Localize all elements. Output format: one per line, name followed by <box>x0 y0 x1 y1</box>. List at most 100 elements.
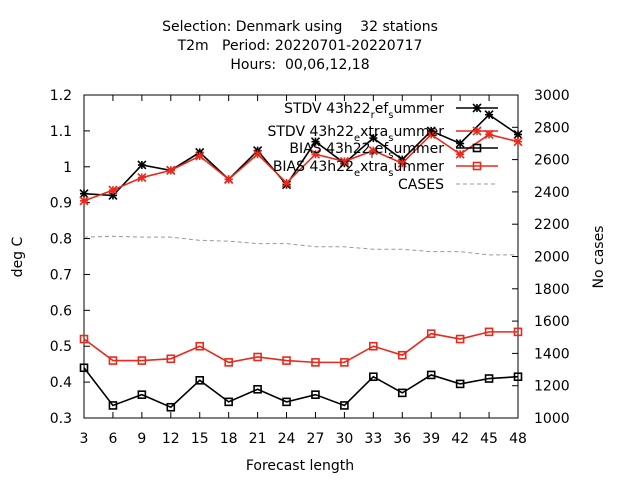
data-point <box>108 356 118 365</box>
legend-marker <box>472 161 482 171</box>
data-point <box>397 350 407 360</box>
y-tick-label: 0.3 <box>50 411 72 427</box>
x-tick-label: 45 <box>480 431 498 447</box>
x-tick-label: 15 <box>191 431 209 447</box>
x-tick-label: 6 <box>108 431 117 447</box>
y2-axis-ticks: 1000 1200 1400 1600 1800 2000 2200 2400 2600 2800… <box>512 88 570 427</box>
series-2 <box>79 363 523 412</box>
y-tick-label: 0.4 <box>50 375 72 391</box>
series-line <box>83 331 518 364</box>
y2-tick-label: 2400 <box>534 185 570 201</box>
data-point <box>224 358 233 367</box>
y2-tick-label: 1200 <box>534 379 570 395</box>
legend-label: STDV 43h22refsummer <box>284 101 444 121</box>
y2-tick-label: 1800 <box>534 282 570 298</box>
data-point <box>484 374 494 383</box>
y2-tick-label: 1400 <box>534 346 570 362</box>
y-tick-label: 0.8 <box>50 232 72 248</box>
data-point <box>224 397 233 407</box>
chart-title: Selection: Denmark using 32 stations T2m… <box>162 19 438 73</box>
data-point <box>426 370 436 380</box>
y2-tick-label: 2000 <box>534 250 570 266</box>
title-line-1: Selection: Denmark using 32 stations <box>162 19 438 35</box>
data-point <box>253 352 262 362</box>
data-point <box>484 110 494 120</box>
data-point <box>79 363 89 373</box>
y-tick-label: 0.7 <box>50 267 72 283</box>
x-tick-label: 18 <box>220 431 238 447</box>
series-line <box>83 133 519 202</box>
legend-marker <box>472 126 482 136</box>
data-point <box>253 149 263 159</box>
x-tick-label: 27 <box>307 431 325 447</box>
data-point <box>426 329 436 338</box>
legend-marker <box>472 103 482 113</box>
y-tick-label: 1.1 <box>50 124 72 140</box>
y-tick-label: 0.6 <box>50 303 72 319</box>
data-point <box>339 156 349 166</box>
x-tick-label: 48 <box>509 431 527 447</box>
data-point <box>195 151 205 161</box>
x-tick-label: 33 <box>364 431 382 447</box>
data-point <box>166 354 176 364</box>
x-tick-label: 36 <box>393 431 411 447</box>
data-point <box>484 129 494 140</box>
data-point <box>108 185 118 195</box>
data-point <box>166 402 176 412</box>
x-tick-label: 9 <box>137 431 146 447</box>
x-tick-label: 39 <box>422 431 440 447</box>
data-point <box>340 401 349 410</box>
x-tick-label: 24 <box>278 431 296 447</box>
data-point <box>282 356 291 365</box>
data-point <box>195 341 205 351</box>
data-point <box>282 397 291 407</box>
data-point <box>368 133 378 143</box>
data-point <box>253 384 262 394</box>
data-point <box>368 146 378 156</box>
data-point <box>397 158 407 168</box>
x-tick-label: 3 <box>80 431 89 447</box>
x-tick-label: 12 <box>162 431 180 447</box>
title-line-3: Hours: 00,06,12,18 <box>230 57 369 73</box>
data-point <box>513 327 523 337</box>
data-point <box>340 358 349 367</box>
data-point <box>137 160 147 170</box>
y-axis-ticks: 0.3 0.4 0.5 0.6 0.7 0.8 0.9 1 1.1 1.2 <box>50 88 90 427</box>
data-point <box>137 390 147 399</box>
data-point <box>455 379 465 389</box>
data-point <box>224 174 234 184</box>
data-point <box>281 178 292 188</box>
y-tick-label: 1 <box>63 160 72 176</box>
series-3 <box>79 327 523 367</box>
data-point <box>455 138 465 149</box>
legend-marker <box>472 143 482 153</box>
x-tick-label: 42 <box>451 431 469 447</box>
legend-label: STDV 43h22extrasummer <box>267 124 444 144</box>
data-point <box>310 149 321 159</box>
data-point <box>513 129 523 140</box>
data-point <box>195 376 205 385</box>
series-layer <box>79 110 523 412</box>
series-1 <box>79 129 523 206</box>
y-tick-label: 0.5 <box>50 339 72 355</box>
data-point <box>369 341 378 351</box>
y-axis-label: deg C <box>10 236 26 277</box>
data-point <box>79 334 89 344</box>
data-point <box>137 172 147 183</box>
series-line <box>83 235 518 256</box>
x-tick-label: 21 <box>249 431 267 447</box>
title-line-2: T2m Period: 20220701-20220717 <box>177 38 423 54</box>
data-point <box>79 196 89 206</box>
series-line <box>83 113 519 197</box>
y2-tick-label: 2800 <box>534 120 570 136</box>
data-point <box>513 372 523 382</box>
data-point <box>484 327 494 337</box>
y2-tick-label: 1600 <box>534 314 570 330</box>
data-point <box>311 390 320 399</box>
data-point <box>455 334 465 344</box>
y2-tick-label: 1000 <box>534 411 570 427</box>
data-point <box>513 137 523 147</box>
series-4 <box>83 235 518 256</box>
y2-tick-label: 2600 <box>534 153 570 169</box>
